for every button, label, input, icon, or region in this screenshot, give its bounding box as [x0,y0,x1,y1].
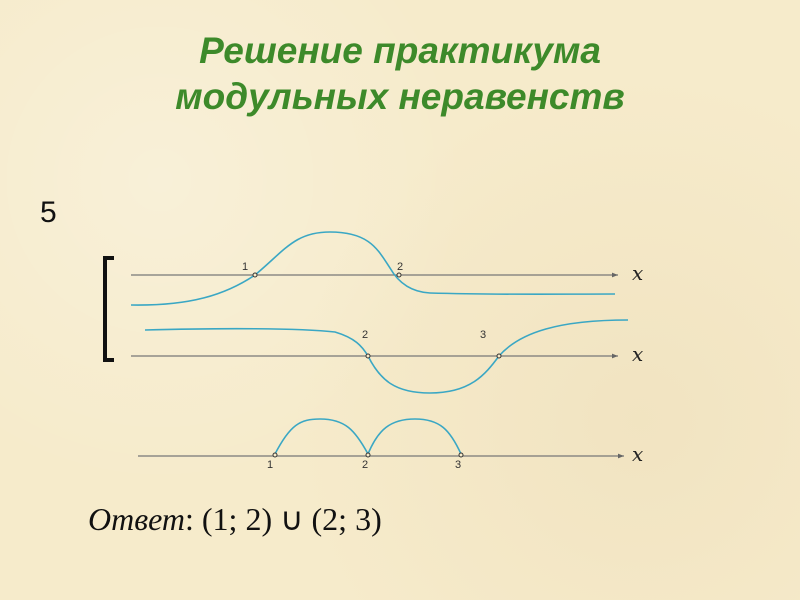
point-label: 3 [480,329,486,341]
sign-curve-1 [130,231,616,306]
answer-expression: : (1; 2) ∪ (2; 3) [185,501,382,537]
open-point [396,272,402,278]
title-line-2: модульных неравенств [175,76,625,117]
problem-number: 5 [40,196,57,229]
open-point [496,353,502,359]
open-point [365,353,371,359]
axis-label-x: x [632,261,643,285]
open-point [458,452,464,458]
axis-label-x: x [632,342,643,366]
system-bracket [103,256,114,362]
open-point [252,272,258,278]
axis-label-x: x [632,442,643,466]
point-label: 1 [267,459,273,471]
sign-curve-3 [274,418,462,456]
slide-title: Решение практикума модульных неравенств [0,28,800,120]
answer-word: Ответ [88,501,185,537]
point-label: 2 [397,261,403,273]
point-label: 2 [362,459,368,471]
point-label: 2 [362,329,368,341]
sign-curve-2 [144,319,629,394]
open-point [365,452,371,458]
point-label: 3 [455,459,461,471]
point-label: 1 [242,261,248,273]
title-line-1: Решение практикума [199,30,601,71]
answer: Ответ: (1; 2) ∪ (2; 3) [88,500,382,538]
open-point [272,452,278,458]
